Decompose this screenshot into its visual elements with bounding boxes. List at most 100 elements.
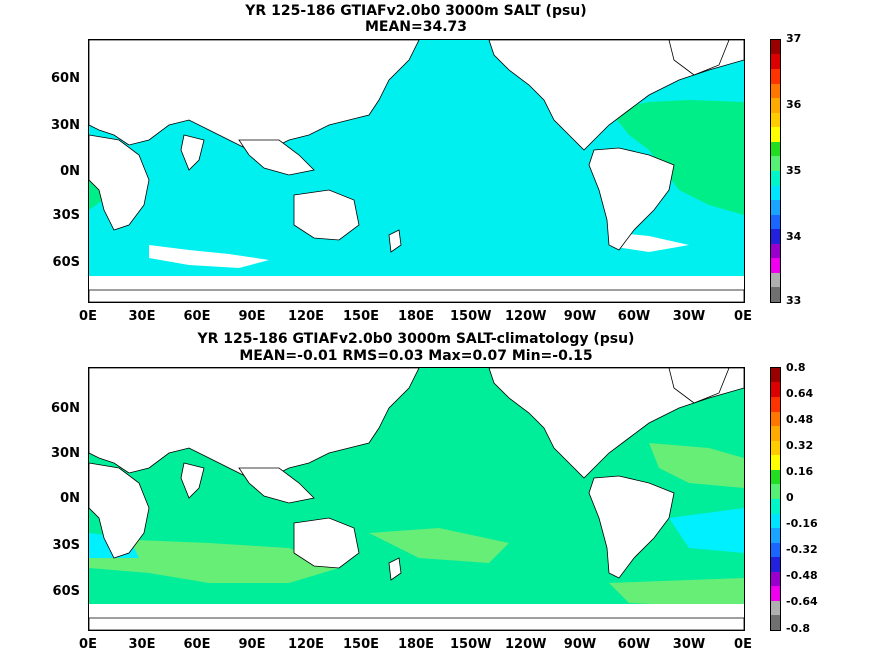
top-colorbar-segment: [771, 156, 780, 171]
top-title-line2: MEAN=34.73: [364, 19, 468, 35]
bottom-cbar-label-0.64: 0.64: [786, 387, 814, 400]
bottom-africa: [89, 462, 150, 559]
bottom-title-line1: YR 125-186 GTIAFv2.0b0 3000m SALT-climat…: [197, 331, 635, 347]
bottom-north-america: [488, 368, 744, 479]
top-xtick-120w: 120W: [505, 309, 547, 324]
bottom-colorbar-segment: [771, 542, 780, 558]
top-cbar-label-37: 37: [786, 32, 802, 45]
bottom-xtick-0e-end: 0E: [734, 637, 752, 652]
top-colorbar-segment: [771, 214, 780, 230]
bottom-antarctica: [89, 617, 744, 630]
bottom-colorbar-segment: [771, 498, 780, 514]
top-ytick-30s: 30S: [52, 208, 80, 223]
bottom-colorbar-segment: [771, 484, 780, 499]
bottom-xtick-180e: 180E: [397, 637, 435, 652]
bottom-colorbar-segment: [771, 469, 780, 485]
top-new-zealand: [388, 229, 402, 253]
bottom-xtick-60e: 60E: [183, 637, 211, 652]
bottom-colorbar-segment: [771, 600, 780, 616]
top-map: [88, 39, 745, 303]
top-map-svg: [89, 40, 744, 302]
top-india: [180, 134, 205, 171]
bottom-xtick-120e: 120E: [287, 637, 325, 652]
top-cbar-label-35: 35: [786, 164, 802, 177]
top-africa: [89, 134, 150, 231]
top-colorbar-segment: [771, 127, 780, 142]
bottom-south-america: [588, 475, 675, 579]
bottom-cbar-label-0: 0: [786, 491, 794, 504]
top-ytick-60s: 60S: [52, 255, 80, 270]
bottom-xtick-90e: 90E: [238, 637, 266, 652]
bottom-map: [88, 367, 745, 631]
bottom-panel: YR 125-186 GTIAFv2.0b0 3000m SALT-climat…: [0, 328, 875, 656]
top-title-line1: YR 125-186 GTIAFv2.0b0 3000m SALT (psu): [245, 3, 587, 19]
bottom-colorbar-segment: [771, 586, 780, 601]
top-antarctic-ridge: [149, 232, 689, 268]
top-ytick-60n: 60N: [51, 71, 80, 86]
bottom-new-zealand: [388, 557, 402, 581]
top-xtick-0e-end: 0E: [734, 309, 752, 324]
top-atlantic-high-salt: [609, 100, 744, 215]
top-colorbar-segment: [771, 272, 780, 288]
bottom-southern-patches: [89, 528, 744, 608]
top-ytick-30n: 30N: [51, 118, 80, 133]
top-xtick-60w: 60W: [617, 309, 651, 324]
top-se-asia: [238, 139, 315, 176]
top-xtick-150w: 150W: [450, 309, 492, 324]
top-colorbar-segment: [771, 258, 780, 273]
bottom-ytick-30n: 30N: [51, 446, 80, 461]
top-colorbar-segment: [771, 83, 780, 99]
bottom-colorbar-segment: [771, 615, 780, 630]
bottom-se-asia: [238, 467, 315, 504]
top-colorbar-segment: [771, 287, 780, 302]
bottom-greenland: [668, 368, 730, 404]
bottom-australia: [293, 517, 360, 569]
bottom-xtick-120w: 120W: [505, 637, 547, 652]
bottom-cbar-label-neg0.8: -0.8: [786, 622, 811, 635]
bottom-xtick-150w: 150W: [450, 637, 492, 652]
bottom-cbar-label-0.8: 0.8: [786, 361, 806, 374]
top-xtick-60e: 60E: [183, 309, 211, 324]
bottom-xtick-150e: 150E: [342, 637, 380, 652]
top-colorbar-segment: [771, 54, 780, 69]
bottom-atlantic-patch: [649, 443, 744, 488]
top-colorbar-segment: [771, 141, 780, 157]
top-xtick-120e: 120E: [287, 309, 325, 324]
bottom-atlantic-cyan: [669, 508, 744, 553]
bottom-colorbar-segment: [771, 571, 780, 587]
top-xtick-30w: 30W: [672, 309, 706, 324]
bottom-colorbar-segment: [771, 367, 780, 383]
top-australia: [293, 189, 360, 241]
bottom-ytick-60n: 60N: [51, 401, 80, 416]
bottom-colorbar-segment: [771, 411, 780, 427]
top-colorbar-segment: [771, 69, 780, 84]
bottom-cbar-label-0.32: 0.32: [786, 439, 814, 452]
top-colorbar-segment: [771, 112, 780, 128]
top-xtick-90e: 90E: [238, 309, 266, 324]
top-colorbar-segment: [771, 98, 780, 113]
bottom-colorbar-segment: [771, 455, 780, 470]
bottom-title-line2: MEAN=-0.01 RMS=0.03 Max=0.07 Min=-0.15: [239, 348, 593, 364]
top-panel: YR 125-186 GTIAFv2.0b0 3000m SALT (psu) …: [51, 3, 802, 324]
bottom-ytick-30s: 30S: [52, 538, 80, 553]
bottom-india: [180, 462, 205, 499]
bottom-xtick-0e: 0E: [79, 637, 97, 652]
bottom-cbar-label-0.48: 0.48: [786, 413, 814, 426]
bottom-ytick-60s: 60S: [52, 584, 80, 599]
bottom-colorbar-segment: [771, 513, 780, 529]
bottom-xtick-60w: 60W: [617, 637, 651, 652]
top-xtick-150e: 150E: [342, 309, 380, 324]
bottom-map-svg: [89, 368, 744, 630]
bottom-colorbar: [770, 367, 781, 631]
top-xtick-90w: 90W: [563, 309, 597, 324]
bottom-colorbar-segment: [771, 397, 780, 412]
top-colorbar-segment: [771, 229, 780, 244]
bottom-xtick-90w: 90W: [563, 637, 597, 652]
top-colorbar: [770, 39, 781, 303]
bottom-cbar-label-neg0.32: -0.32: [786, 543, 818, 556]
top-ytick-0n: 0N: [60, 164, 80, 179]
top-colorbar-segment: [771, 243, 780, 259]
top-xtick-30e: 30E: [128, 309, 156, 324]
bottom-cbar-label-neg0.64: -0.64: [786, 595, 818, 608]
bottom-cbar-label-neg0.48: -0.48: [786, 569, 818, 582]
